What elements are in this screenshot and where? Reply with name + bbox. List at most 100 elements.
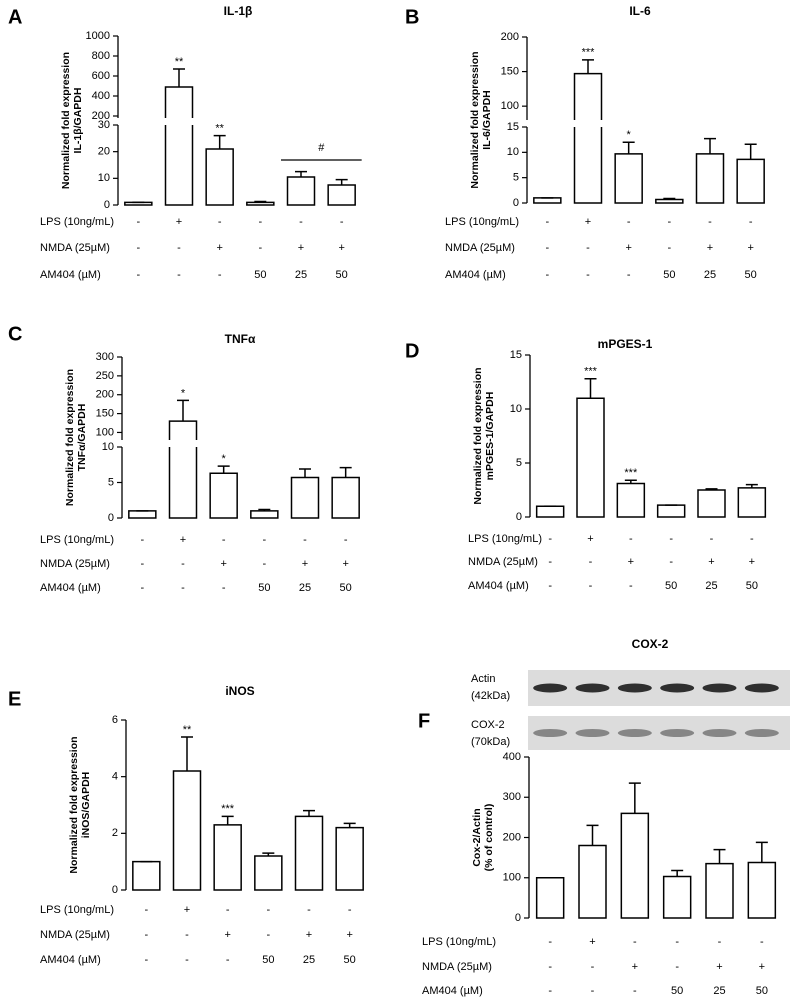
- chart-title: mPGES-1: [598, 337, 653, 351]
- y-tick-label: 0: [108, 512, 114, 524]
- chart-title: COX-2: [632, 637, 669, 651]
- treatment-cell: -: [633, 985, 637, 997]
- treatment-label: NMDA (25µM): [40, 558, 110, 570]
- treatment-cell: -: [218, 216, 222, 228]
- treatment-cell: -: [667, 242, 671, 254]
- significance-label: *: [627, 129, 632, 141]
- treatment-cell: -: [760, 936, 764, 948]
- blot-band: [575, 683, 610, 693]
- bar: [736, 158, 765, 204]
- error-bar: [254, 200, 267, 203]
- treatment-cell: 50: [746, 580, 758, 592]
- treatment-cell: -: [545, 216, 549, 228]
- error-bar: [745, 483, 758, 488]
- treatment-cell: -: [545, 242, 549, 254]
- treatment-label: LPS (10ng/mL): [422, 936, 496, 948]
- bar: [620, 812, 650, 919]
- y-tick-label: 200: [96, 389, 114, 401]
- significance-label: **: [215, 123, 224, 135]
- treatment-cell: +: [716, 961, 722, 973]
- treatment-cell: 50: [340, 582, 352, 594]
- y-axis-label: TNFα/GAPDH: [76, 404, 88, 472]
- treatment-cell: -: [262, 534, 266, 546]
- blot-label: Actin: [471, 673, 495, 685]
- y-axis-label: Normalized fold expression: [64, 369, 76, 506]
- panel-letter: E: [8, 688, 21, 710]
- treatment-cell: -: [749, 216, 753, 228]
- y-tick-label: 5: [516, 457, 522, 469]
- y-tick-label: 0: [513, 197, 519, 209]
- treatment-cell: -: [140, 534, 144, 546]
- treatment-cell: +: [176, 216, 182, 228]
- treatment-cell: -: [348, 904, 352, 916]
- treatment-cell: +: [749, 556, 755, 568]
- treatment-cell: -: [667, 216, 671, 228]
- y-tick-label: 10: [507, 146, 519, 158]
- treatment-cell: 25: [303, 954, 315, 966]
- y-tick-label: 15: [507, 121, 519, 133]
- panel-letter: C: [8, 323, 22, 345]
- chart-title: IL-6: [629, 4, 651, 18]
- bar: [168, 420, 198, 519]
- error-bar: [181, 736, 193, 771]
- y-axis-label: Normalized fold expression: [60, 52, 72, 189]
- treatment-cell: +: [346, 929, 352, 941]
- error-bar: [628, 782, 641, 814]
- blot-band: [533, 729, 568, 737]
- bar: [655, 198, 684, 204]
- treatment-cell: -: [548, 533, 552, 545]
- treatment-cell: -: [591, 985, 595, 997]
- treatment-cell: 50: [665, 580, 677, 592]
- treatment-cell: -: [548, 961, 552, 973]
- bar: [578, 844, 607, 919]
- y-axis-label: mPGES-1/GAPDH: [484, 392, 496, 481]
- y-tick-label: 200: [92, 110, 110, 122]
- treatment-cell: 50: [254, 269, 266, 281]
- blot-band: [702, 729, 737, 737]
- blot-band: [744, 729, 779, 737]
- bar: [209, 472, 238, 519]
- bar: [656, 504, 686, 518]
- treatment-cell: +: [184, 904, 190, 916]
- treatment-label: LPS (10ng/mL): [468, 533, 542, 545]
- treatment-cell: +: [338, 242, 344, 254]
- treatment-cell: -: [629, 533, 633, 545]
- y-tick-label: 1000: [86, 30, 110, 42]
- treatment-cell: 25: [299, 582, 311, 594]
- bar: [327, 184, 356, 206]
- significance-label: *: [222, 453, 227, 465]
- treatment-cell: -: [344, 534, 348, 546]
- treatment-cell: +: [342, 558, 348, 570]
- y-tick-label: 10: [510, 403, 522, 415]
- treatment-cell: -: [307, 904, 311, 916]
- significance-label: #: [318, 142, 325, 154]
- bar: [747, 861, 777, 919]
- treatment-cell: +: [220, 558, 226, 570]
- treatment-cell: -: [548, 580, 552, 592]
- bar: [616, 482, 646, 518]
- chart-title: iNOS: [225, 684, 254, 698]
- y-tick-label: 200: [503, 831, 521, 843]
- y-tick-label: 6: [112, 714, 118, 726]
- treatment-cell: +: [180, 534, 186, 546]
- treatment-cell: -: [545, 269, 549, 281]
- y-tick-label: 20: [98, 146, 110, 158]
- treatment-label: AM404 (µM): [40, 954, 101, 966]
- treatment-label: AM404 (µM): [40, 269, 101, 281]
- error-bar: [303, 809, 315, 817]
- treatment-cell: -: [222, 582, 226, 594]
- y-tick-label: 250: [96, 370, 114, 382]
- y-tick-label: 800: [92, 50, 110, 62]
- treatment-cell: +: [589, 936, 595, 948]
- error-bar: [586, 824, 599, 846]
- treatment-cell: 25: [704, 269, 716, 281]
- blot-band: [617, 683, 652, 693]
- error-bar: [663, 197, 676, 200]
- treatment-cell: -: [303, 534, 307, 546]
- treatment-cell: -: [140, 582, 144, 594]
- treatment-cell: +: [625, 242, 631, 254]
- bar: [533, 197, 562, 204]
- treatment-cell: -: [218, 269, 222, 281]
- treatment-cell: +: [298, 242, 304, 254]
- error-bar: [221, 815, 234, 825]
